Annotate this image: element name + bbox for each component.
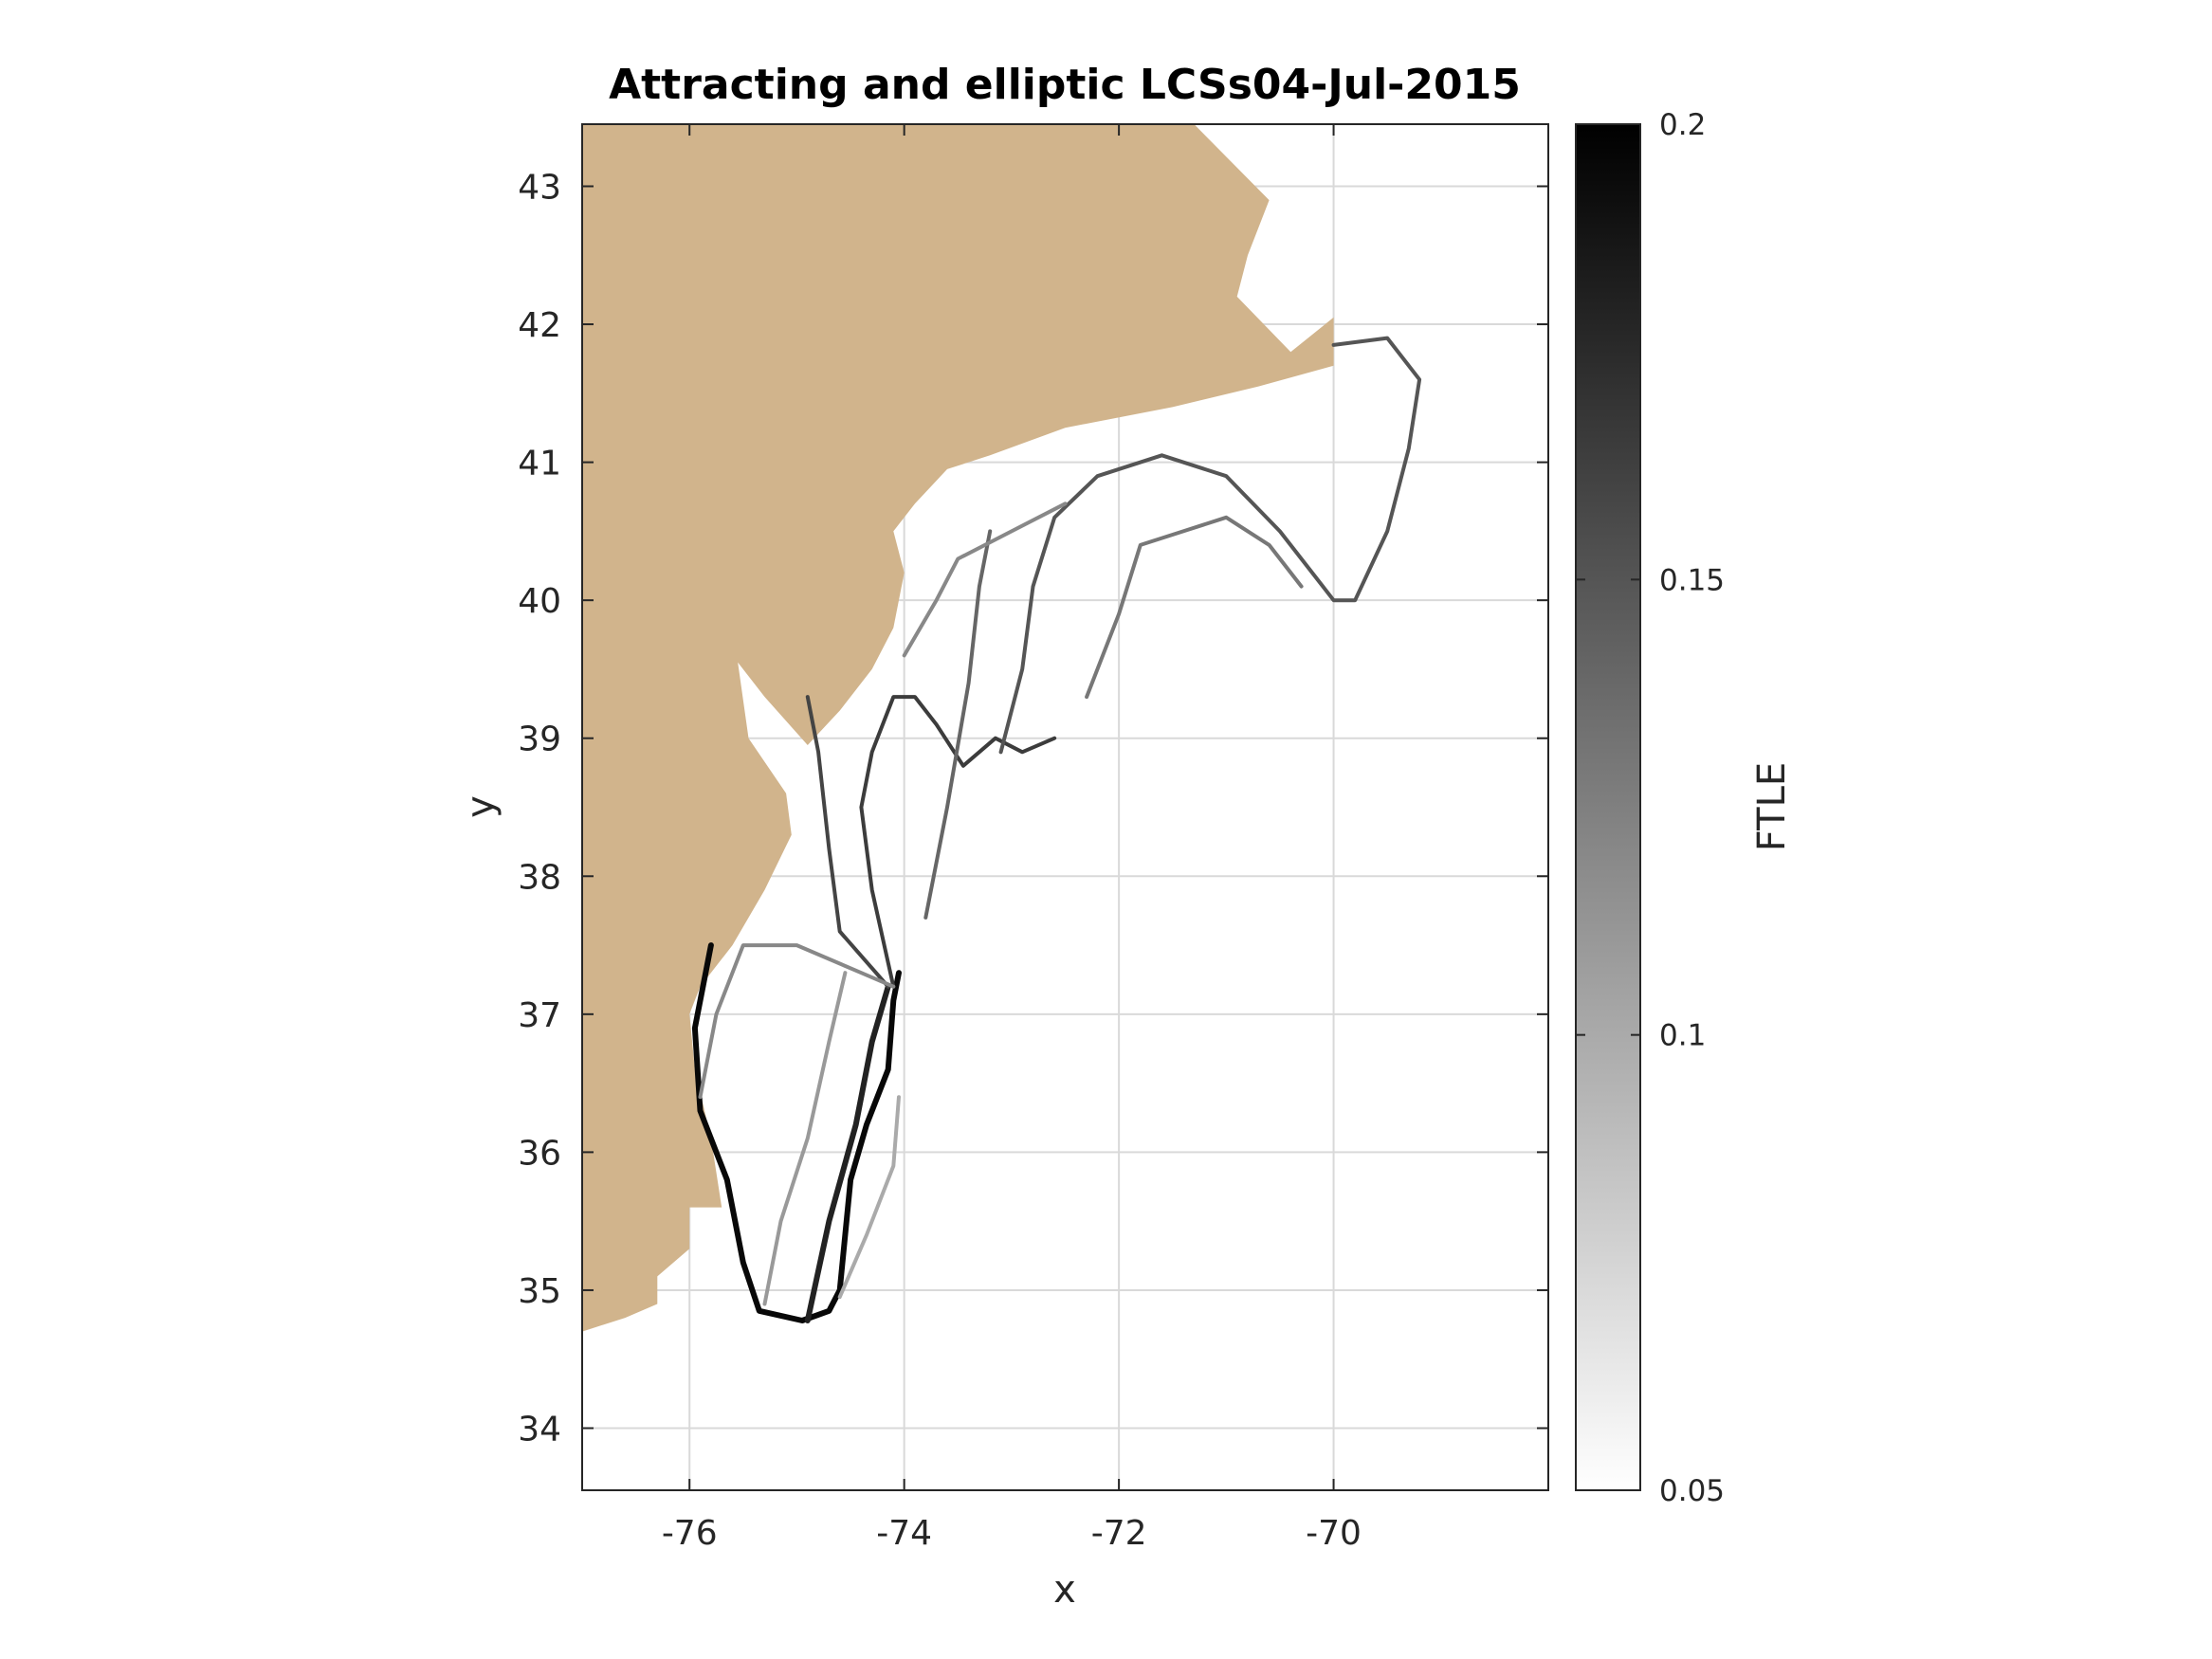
- plot-frame: [581, 123, 1549, 1491]
- y-tick-label: 39: [518, 720, 561, 759]
- y-tick-label: 42: [518, 306, 561, 345]
- lcs-ridge-line: [691, 942, 902, 1323]
- y-tick-label: 34: [518, 1411, 561, 1449]
- plot-area: -76 -74 -72 -70 34 35 36 37 38 39 40 41 42 43: [518, 123, 1549, 1553]
- y-tick-label: 36: [518, 1134, 561, 1173]
- x-tick-label: -74: [876, 1514, 932, 1553]
- colorbar-tick-label: 0.15: [1659, 563, 1725, 597]
- colorbar-tick-label: 0.1: [1659, 1019, 1706, 1053]
- colorbar-label: FTLE: [1750, 762, 1794, 851]
- y-tick-label: 35: [518, 1272, 561, 1311]
- lcs-ridge-line: [762, 971, 848, 1306]
- y-axis-label: y: [459, 795, 503, 818]
- lcs-ridge-line: [804, 983, 891, 1323]
- axis-ticks: -76 -74 -72 -70 34 35 36 37 38 39 40 41 42 43: [518, 124, 1548, 1553]
- y-tick-label: 43: [518, 169, 561, 208]
- lcs-ridge-line: [1085, 515, 1304, 700]
- colorbar-ticks: 0.05 0.1 0.15 0.2: [1576, 108, 1725, 1508]
- lcs-ridge-line: [837, 1095, 901, 1300]
- x-tick-label: -72: [1091, 1514, 1147, 1553]
- colorbar-tick-label: 0.05: [1659, 1474, 1725, 1508]
- lcs-ridge-line: [805, 695, 890, 989]
- x-tick-label: -70: [1306, 1514, 1362, 1553]
- colorbar: 0.05 0.1 0.15 0.2 FTLE: [1575, 108, 1794, 1508]
- y-tick-label: 37: [518, 996, 561, 1035]
- y-tick-label: 38: [518, 858, 561, 897]
- colorbar-gradient: [1575, 123, 1641, 1491]
- land-mass: [582, 124, 1334, 1332]
- lcs-ridge-line: [998, 336, 1422, 755]
- x-tick-label: -76: [662, 1514, 718, 1553]
- chart-title: Attracting and elliptic LCSs04-Jul-2015: [609, 61, 1521, 109]
- lcs-ridge-line: [698, 943, 896, 1100]
- y-tick-label: 41: [518, 445, 561, 483]
- y-tick-label: 40: [518, 582, 561, 621]
- lcs-ridge-line: [923, 529, 993, 920]
- lcs-ridges: [691, 336, 1422, 1323]
- colorbar-tick-label: 0.2: [1659, 108, 1706, 142]
- x-axis-label: x: [1053, 1568, 1076, 1612]
- lcs-ridge-line: [902, 501, 1068, 658]
